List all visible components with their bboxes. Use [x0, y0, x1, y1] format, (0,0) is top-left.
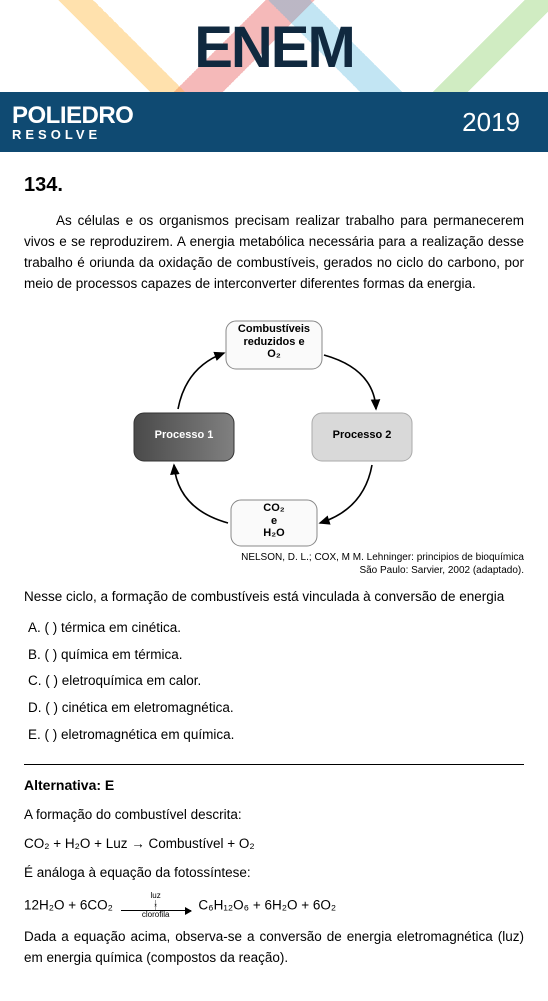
brand-block: POLIEDRO RESOLVE	[12, 104, 133, 141]
option-a: A. ( ) térmica em cinética.	[28, 618, 524, 639]
answer-title: Alternativa: E	[24, 775, 524, 797]
eq2-right: C₆H₁₂O₆ + 6H₂O + 6O₂	[198, 897, 336, 912]
diagram-right-label: Processo 2	[333, 429, 392, 441]
diagram-bottom-l3: H₂O	[263, 527, 284, 539]
bluebar: POLIEDRO RESOLVE 2019	[0, 92, 548, 152]
diagram-top-l3: O₂	[267, 348, 280, 360]
brand-top: POLIEDRO	[12, 104, 133, 128]
arrow-bottom-label: clorofila	[142, 911, 170, 919]
citation-line1: NELSON, D. L.; COX, M M. Lehninger: prin…	[241, 552, 524, 563]
eq2-left: 12H₂O + 6CO₂	[24, 897, 113, 912]
citation: NELSON, D. L.; COX, M M. Lehninger: prin…	[24, 551, 524, 577]
answer-line2: É análoga à equação da fotossíntese:	[24, 863, 524, 884]
diagram-left-label: Processo 1	[155, 429, 214, 441]
options-list: A. ( ) térmica em cinética. B. ( ) quími…	[24, 618, 524, 747]
arrow-updown-icon: ↓↑	[153, 900, 158, 911]
citation-line2: São Paulo: Sarvier, 2002 (adaptado).	[359, 565, 524, 576]
option-d: D. ( ) cinética em eletromagnética.	[28, 698, 524, 719]
brand-bottom: RESOLVE	[12, 128, 133, 141]
diagram-top-l1: Combustíveis	[238, 323, 310, 335]
answer-eq1: CO₂ + H₂O + Luz → Combustível + O₂	[24, 834, 524, 855]
page-header: ENEM POLIEDRO RESOLVE 2019	[0, 0, 548, 152]
question-number: 134.	[24, 170, 524, 201]
answer-line1: A formação do combustível descrita:	[24, 805, 524, 826]
cycle-diagram: Combustíveis reduzidos e O₂ Processo 2 C…	[24, 309, 524, 549]
option-e: E. ( ) eletromagnética em química.	[28, 725, 524, 746]
content-area: 134. As células e os organismos precisam…	[0, 152, 548, 1001]
reaction-arrow: luz ↓↑ clorofila	[121, 892, 191, 920]
diagram-bottom-l2: e	[271, 514, 277, 526]
answer-body: A formação do combustível descrita: CO₂ …	[24, 805, 524, 969]
diagram-top-l2: reduzidos e	[243, 335, 304, 347]
arrow-line	[121, 910, 191, 911]
question-paragraph: As células e os organismos precisam real…	[24, 211, 524, 295]
answer-eq2: 12H₂O + 6CO₂ luz ↓↑ clorofila C₆H₁₂O₆ + …	[24, 892, 524, 920]
answer-line3: Dada a equação acima, observa-se a conve…	[24, 927, 524, 969]
enem-logo: ENEM	[0, 14, 548, 81]
diagram-bottom-l1: CO₂	[263, 502, 284, 514]
separator	[24, 764, 524, 765]
question-prompt: Nesse ciclo, a formação de combustíveis …	[24, 587, 524, 608]
option-b: B. ( ) química em térmica.	[28, 645, 524, 666]
option-c: C. ( ) eletroquímica em calor.	[28, 671, 524, 692]
year-label: 2019	[462, 107, 520, 138]
